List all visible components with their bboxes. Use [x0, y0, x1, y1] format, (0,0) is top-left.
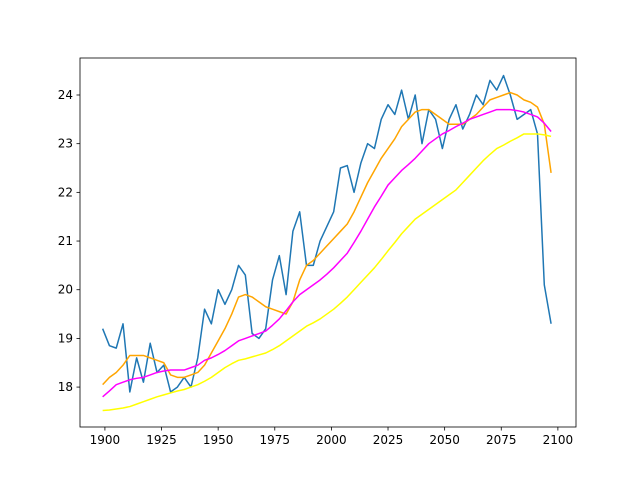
line-series: [102, 133, 552, 412]
x-tick-label: 1925: [146, 433, 177, 447]
line-series: [102, 108, 552, 398]
y-tick-label: 19: [58, 331, 73, 345]
x-tick-label: 1975: [260, 433, 291, 447]
y-tick-label: 23: [58, 137, 73, 151]
y-tick-label: 20: [58, 283, 73, 297]
plot-frame: [79, 57, 577, 428]
line-series: [101, 74, 552, 393]
x-tick-label: 2025: [373, 433, 404, 447]
y-tick-label: 22: [58, 185, 73, 199]
x-tick-label: 2075: [486, 433, 517, 447]
y-tick-label: 24: [58, 88, 73, 102]
x-tick-label: 1900: [90, 433, 121, 447]
x-tick-label: 2050: [429, 433, 460, 447]
x-tick-label: 2000: [316, 433, 347, 447]
x-tick-label: 1950: [203, 433, 234, 447]
line-series: [102, 91, 552, 386]
y-tick-label: 18: [58, 380, 73, 394]
y-tick-label: 21: [58, 234, 73, 248]
x-tick-label: 2100: [543, 433, 574, 447]
